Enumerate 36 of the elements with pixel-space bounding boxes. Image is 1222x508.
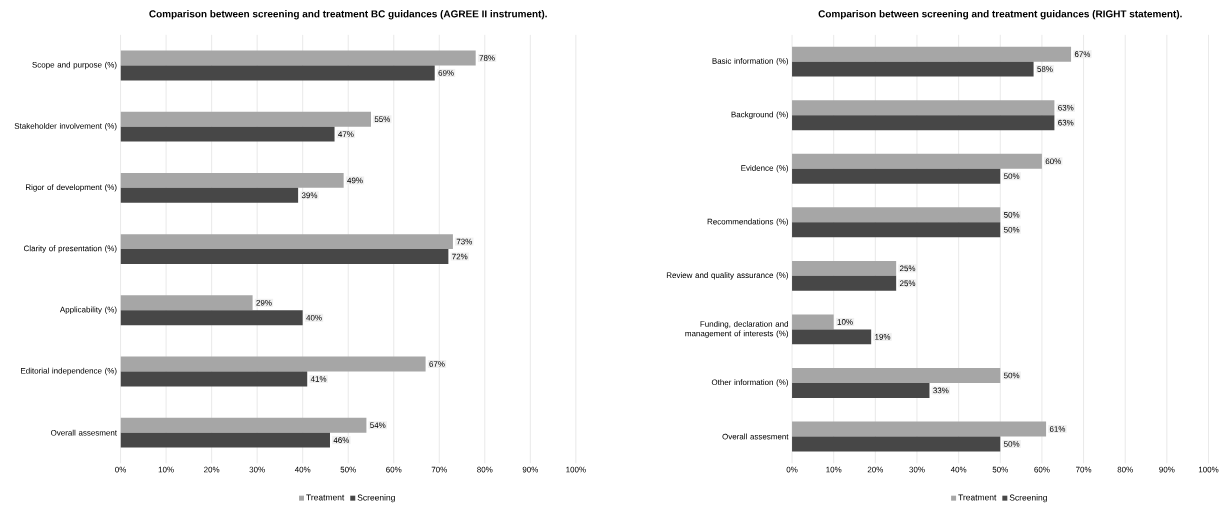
bar <box>792 115 1055 131</box>
bar <box>792 168 1001 184</box>
legend-label: Treatment <box>958 494 997 501</box>
bar <box>120 249 449 264</box>
bar <box>792 46 1072 62</box>
bar <box>792 421 1047 437</box>
bar <box>792 100 1055 116</box>
legend-label: Screening <box>1009 494 1047 503</box>
bar <box>120 371 308 387</box>
bar <box>120 50 476 66</box>
bar <box>792 436 1001 452</box>
chart-title: Comparison between screening and treatment guidances (RIGHT statement). <box>818 10 1182 20</box>
bar <box>120 126 335 142</box>
bar <box>792 260 897 276</box>
bar <box>120 356 426 372</box>
bar <box>120 172 344 188</box>
bar <box>792 314 834 330</box>
chart-title: Comparison between screening and treatment BC guidances (AGREE II instrument). <box>149 10 547 20</box>
legend-label: Treatment <box>306 494 345 501</box>
bar <box>792 153 1042 169</box>
bar <box>120 310 303 326</box>
bar <box>792 61 1034 77</box>
bar <box>120 187 299 203</box>
bar <box>792 275 897 291</box>
bar <box>120 417 367 433</box>
legend-label: Screening <box>357 494 395 503</box>
bar <box>120 65 435 81</box>
bar <box>120 234 453 250</box>
bar <box>792 382 930 398</box>
bar <box>120 111 371 127</box>
bar <box>792 329 872 345</box>
bar <box>792 222 1001 238</box>
bar <box>792 207 1001 223</box>
bar <box>120 295 253 311</box>
bar <box>120 432 330 448</box>
bar <box>792 367 1001 383</box>
